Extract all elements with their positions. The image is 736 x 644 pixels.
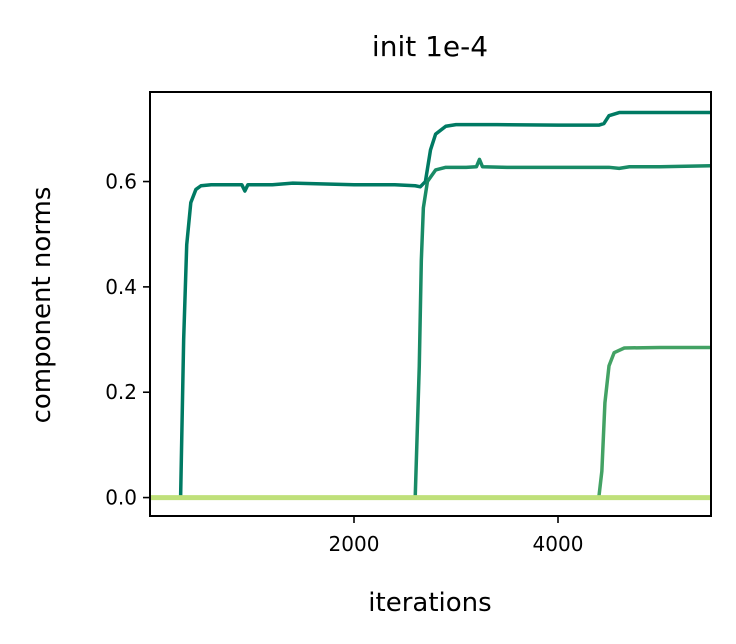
y-tick-label: 0.4 xyxy=(105,275,137,299)
plot-frame xyxy=(149,91,712,517)
series-line-3 xyxy=(150,345,711,500)
tick-layer: 2000 4000 0.0 0.2 0.4 0.6 xyxy=(105,170,583,556)
y-tick-label: 0.0 xyxy=(105,486,137,510)
x-axis-label: iterations xyxy=(368,588,491,618)
y-tick-label: 0.6 xyxy=(105,170,137,194)
series-line-1 xyxy=(150,110,711,500)
chart-title: init 1e-4 xyxy=(372,30,488,63)
y-axis-label: component norms xyxy=(27,187,57,424)
x-tick-label: 4000 xyxy=(533,532,584,556)
series-layer xyxy=(150,110,711,501)
x-tick-label: 2000 xyxy=(329,532,380,556)
series-line-2 xyxy=(150,157,711,500)
y-tick-label: 0.2 xyxy=(105,380,137,404)
